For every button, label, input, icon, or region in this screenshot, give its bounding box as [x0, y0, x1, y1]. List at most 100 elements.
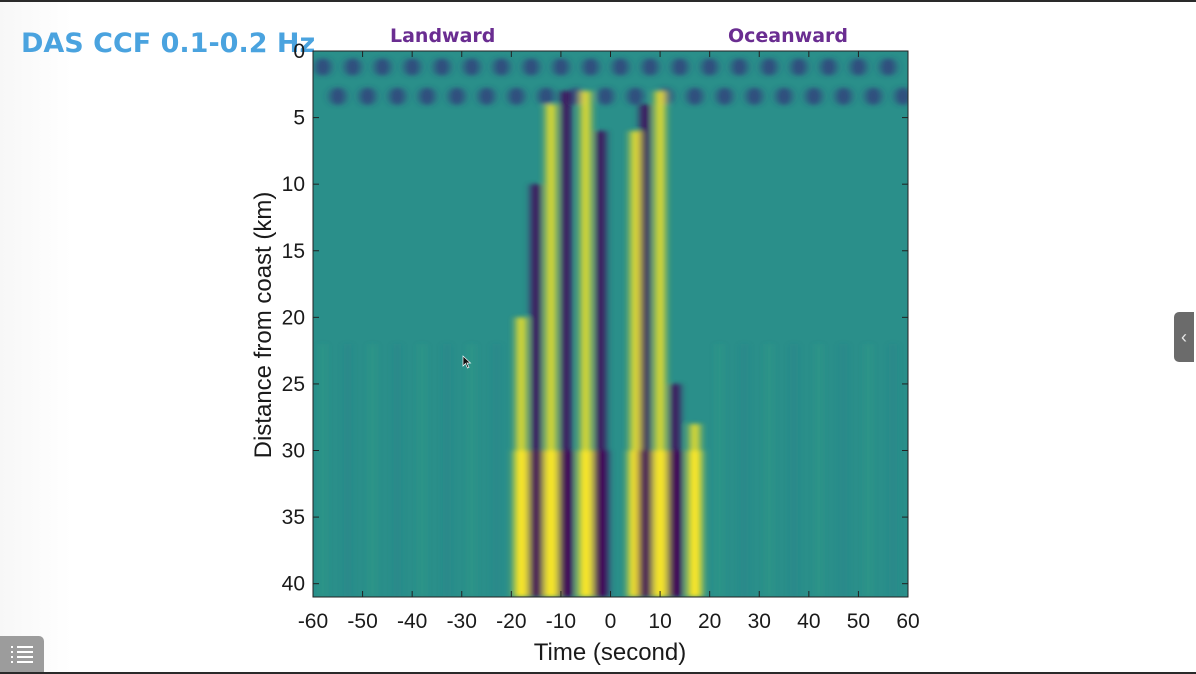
background-stripe	[370, 343, 375, 597]
nearshore-blob	[761, 57, 778, 76]
nearshore-blob	[508, 87, 525, 106]
nearshore-blob	[448, 87, 465, 106]
negative-lobe	[640, 104, 651, 597]
nearshore-blob	[850, 57, 867, 76]
positive-lobe	[655, 90, 666, 597]
background-stripe	[767, 343, 772, 597]
background-stripe	[717, 343, 722, 597]
nearshore-blob	[731, 57, 748, 76]
nearshore-blob	[538, 87, 555, 106]
background-stripe	[494, 343, 499, 597]
y-tick-label: 15	[282, 240, 305, 263]
nearshore-blob	[642, 57, 659, 76]
negative-lobe	[595, 130, 606, 597]
heatmap-lobes	[314, 57, 908, 597]
list-menu-icon	[11, 645, 33, 663]
negative-lobe	[531, 184, 542, 597]
nearshore-blob	[314, 57, 331, 76]
background-stripe	[469, 343, 474, 597]
background-stripe	[345, 343, 350, 597]
heatmap-cells	[314, 57, 908, 597]
chevron-left-icon: ‹	[1181, 327, 1187, 347]
slide-title: DAS CCF 0.1-0.2 Hz	[21, 28, 316, 59]
nearshore-blob	[716, 87, 733, 106]
x-tick-label: -60	[298, 610, 328, 633]
nearshore-blob	[493, 57, 510, 76]
x-axis: -60 -50 -40 -30 -20 -10 0 10 20 30 40 50 60	[298, 51, 920, 633]
nearshore-blob	[523, 57, 540, 76]
nearshore-blob	[776, 87, 793, 106]
nearshore-blob	[433, 57, 450, 76]
nearshore-blob	[805, 87, 822, 106]
background-stripe	[742, 343, 747, 597]
x-tick-label: 0	[605, 610, 617, 633]
nearshore-blob	[835, 87, 852, 106]
nearshore-blob	[344, 57, 361, 76]
nearshore-blob	[404, 57, 421, 76]
y-tick-label: 40	[282, 573, 305, 596]
nearshore-blob	[865, 87, 882, 106]
nearshore-blob	[552, 57, 569, 76]
nearshore-blob	[389, 87, 406, 106]
x-tick-label: 20	[698, 610, 721, 633]
x-tick-label: -10	[546, 610, 576, 633]
x-tick-label: 60	[896, 610, 919, 633]
lobe-strong-section	[667, 450, 682, 597]
negative-lobe	[560, 90, 571, 597]
nearshore-blob	[478, 87, 495, 106]
y-tick-label: 0	[293, 40, 305, 63]
nearshore-blob	[627, 87, 644, 106]
nearshore-blob	[701, 57, 718, 76]
menu-button[interactable]	[0, 636, 44, 672]
lobe-strong-section	[653, 450, 668, 597]
nearshore-blob	[671, 57, 688, 76]
nearshore-blob	[612, 57, 629, 76]
mouse-pointer-icon	[462, 355, 472, 369]
background-stripe	[866, 343, 871, 597]
side-panel-tab[interactable]: ‹	[1174, 312, 1194, 362]
background-stripe	[791, 343, 796, 597]
x-axis-title: Time (second)	[534, 639, 686, 666]
y-tick-label: 5	[293, 107, 305, 130]
oceanward-label: Oceanward	[728, 25, 848, 47]
background-stripe	[420, 343, 425, 597]
x-tick-label: 50	[847, 610, 870, 633]
lobe-strong-section	[578, 450, 593, 597]
x-tick-label: 10	[648, 610, 671, 633]
nearshore-blob	[790, 57, 807, 76]
x-tick-label: 30	[748, 610, 771, 633]
nearshore-blob	[329, 87, 346, 106]
x-tick-label: 40	[797, 610, 820, 633]
nearshore-blob	[582, 57, 599, 76]
x-tick-label: -50	[347, 610, 377, 633]
nearshore-blob	[597, 87, 614, 106]
nearshore-blob	[895, 87, 908, 106]
background-stripe	[816, 343, 821, 597]
lobe-strong-section	[638, 450, 653, 597]
positive-lobe	[630, 130, 641, 597]
nearshore-blob	[746, 87, 763, 106]
background-stripe	[891, 343, 896, 597]
nearshore-blob	[374, 57, 391, 76]
landward-label: Landward	[390, 25, 496, 47]
x-tick-label: -30	[447, 610, 477, 633]
x-tick-label: -20	[496, 610, 526, 633]
y-tick-label: 30	[282, 440, 305, 463]
background-stripe	[395, 343, 400, 597]
nearshore-blob	[359, 87, 376, 106]
nearshore-blob	[820, 57, 837, 76]
nearshore-blob	[419, 87, 436, 106]
lobe-strong-section	[529, 450, 544, 597]
x-tick-label: -40	[397, 610, 427, 633]
y-axis-title: Distance from coast (km)	[250, 192, 277, 459]
nearshore-blob	[686, 87, 703, 106]
y-tick-label: 35	[282, 506, 305, 529]
nearshore-blob	[463, 57, 480, 76]
background-stripe	[444, 343, 449, 597]
y-axis: 0 5 10 15 20 25 30 35 40	[282, 40, 908, 596]
y-tick-label: 20	[282, 306, 305, 329]
background-stripe	[320, 343, 325, 597]
y-tick-label: 25	[282, 373, 305, 396]
lobe-strong-section	[544, 450, 558, 597]
